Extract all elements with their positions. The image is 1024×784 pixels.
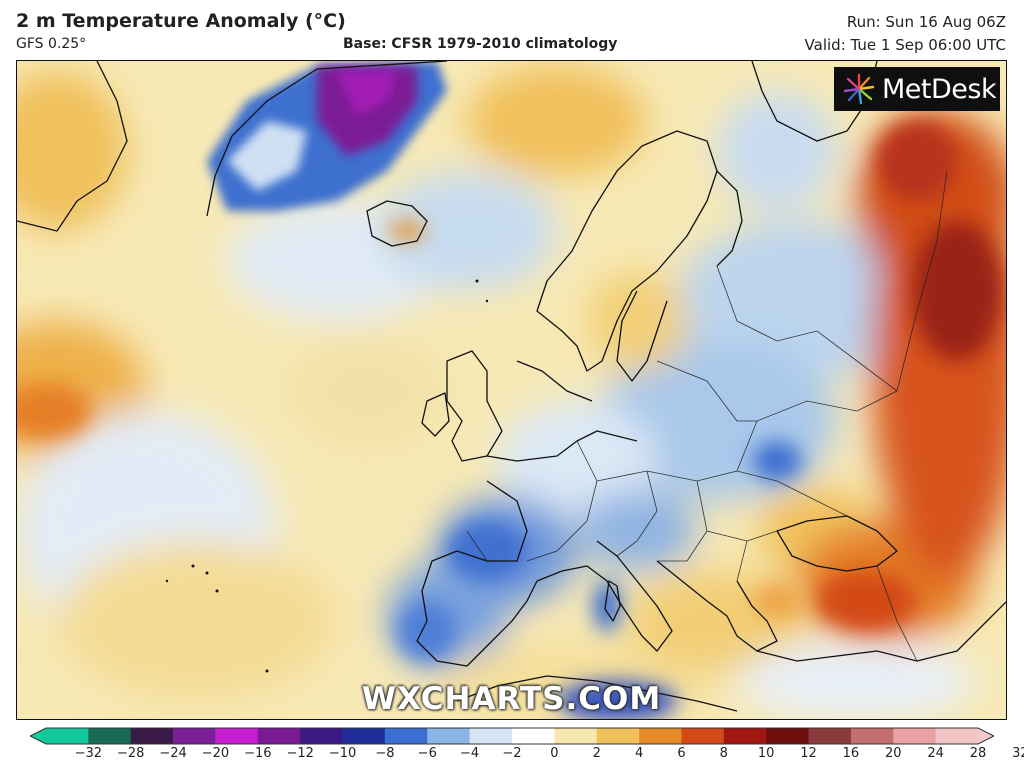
metdesk-logo: MetDesk <box>834 67 1000 111</box>
color-scale-tick-label: −12 <box>286 746 314 761</box>
color-scale-tick-label: 2 <box>592 746 601 761</box>
color-scale-warm-extension <box>978 728 994 744</box>
iceland-coast <box>366 200 428 247</box>
color-scale-segment <box>808 728 852 744</box>
italy-coast <box>536 540 673 652</box>
color-scale-tick-label: 6 <box>677 746 686 761</box>
finland-coast <box>716 170 743 267</box>
coastlines <box>17 61 1006 712</box>
color-scale-tick-label: −4 <box>460 746 480 761</box>
color-scale-tick-label: −28 <box>117 746 145 761</box>
iberia-france-coast <box>416 480 538 667</box>
north-africa-coast <box>456 675 738 712</box>
chart-title: 2 m Temperature Anomaly (°C) <box>16 10 346 32</box>
color-scale-tick-label: −10 <box>328 746 357 761</box>
turkey-coast <box>756 601 1006 662</box>
color-scale-segment <box>173 728 217 744</box>
color-scale-segment <box>850 728 894 744</box>
color-scale-bar <box>30 727 994 745</box>
color-scale-segment <box>639 728 683 744</box>
color-scale-segment <box>300 728 344 744</box>
color-scale-segment <box>554 728 598 744</box>
anomaly-patches-detail <box>17 121 1002 719</box>
balkans-coast <box>656 560 778 652</box>
color-scale-segment <box>935 728 979 744</box>
anomaly-map: MetDesk WXCHARTS.COM <box>16 60 1007 720</box>
color-scale-tick-label: 10 <box>757 746 775 761</box>
color-scale-tick-label: −16 <box>244 746 272 761</box>
color-scale-tick-label: −32 <box>74 746 103 761</box>
color-scale-segment <box>893 728 937 744</box>
color-scale-outline <box>30 727 994 745</box>
run-time-label: Run: Sun 16 Aug 06Z <box>846 13 1006 31</box>
color-scale-segment <box>766 728 810 744</box>
sardinia-corsica-coast <box>604 580 621 622</box>
color-scale-segment <box>427 728 471 744</box>
color-scale-segment <box>512 728 555 744</box>
color-scale-tick-label: 0 <box>550 746 559 761</box>
color-scale-segment <box>384 728 428 744</box>
color-scale-tick-label: 20 <box>884 746 902 761</box>
ireland-coast <box>421 392 450 437</box>
climatology-base-label: Base: CFSR 1979-2010 climatology <box>343 36 618 52</box>
country-borders <box>466 170 948 662</box>
color-scale-tick-label: 12 <box>800 746 817 761</box>
color-scale-segment <box>342 728 386 744</box>
baltic-coast <box>616 290 668 382</box>
small-islands <box>165 279 489 673</box>
wxcharts-watermark: WXCHARTS.COM <box>361 681 662 717</box>
color-scale-tick-label: −6 <box>417 746 437 761</box>
color-scale-labels: −32 −28 −24 −20 −16 −12 −10 −8 −6 −4 −2 0 2 4 6 8 10 12 16… <box>0 746 1024 770</box>
greenland-cold-anomaly <box>207 61 447 211</box>
black-sea-coast <box>776 515 898 572</box>
color-scale-tick-label: 8 <box>719 746 728 761</box>
metdesk-burst-icon <box>843 73 875 105</box>
color-scale-tick-label: 4 <box>634 746 644 761</box>
anomaly-field <box>17 61 1006 719</box>
denmark-coast <box>516 360 593 402</box>
color-scale-tick-label: −2 <box>502 746 522 761</box>
color-scale-tick-label: −24 <box>159 746 187 761</box>
color-scale-segment <box>469 728 513 744</box>
color-scale-tick-label: 16 <box>842 746 860 761</box>
valid-time-label: Valid: Tue 1 Sep 06:00 UTC <box>804 36 1006 54</box>
greenland-coast <box>206 61 448 217</box>
color-scale-segment <box>130 728 174 744</box>
metdesk-wordmark: MetDesk <box>882 73 997 105</box>
canada-coast <box>17 61 128 232</box>
color-scale-tick-label: −8 <box>375 746 395 761</box>
color-scale-tick-label: 32 <box>1012 746 1024 761</box>
color-scale-cold-extension <box>30 728 46 744</box>
color-scale-tick-label: 28 <box>969 746 987 761</box>
model-label: GFS 0.25° <box>16 36 87 52</box>
color-scale-tick-label: 24 <box>927 746 944 761</box>
color-scale-segment <box>681 728 725 744</box>
scandinavia-coast <box>536 130 718 372</box>
color-scale-segment <box>257 728 301 744</box>
color-scale-segment <box>46 728 89 744</box>
color-scale-segment <box>88 728 132 744</box>
color-scale-tick-label: −20 <box>201 746 230 761</box>
color-scale-segment <box>215 728 259 744</box>
color-scale-segment <box>723 728 767 744</box>
color-scale-segment <box>596 728 640 744</box>
